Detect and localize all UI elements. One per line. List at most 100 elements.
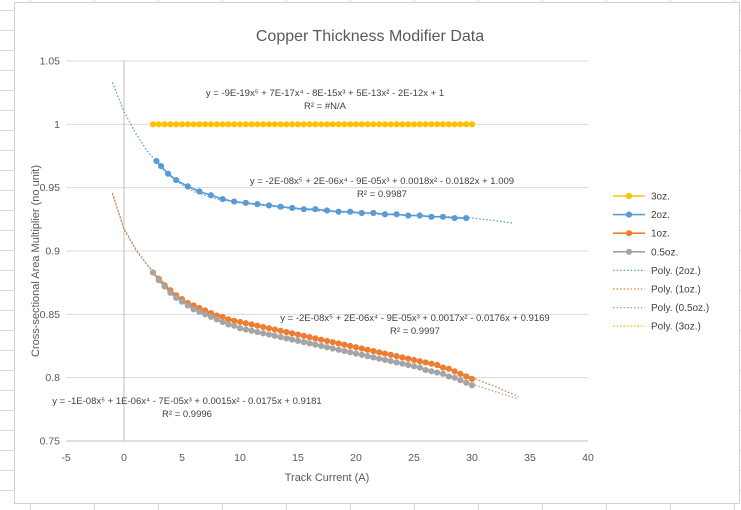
data-point bbox=[323, 121, 331, 128]
data-point bbox=[370, 121, 377, 128]
data-point bbox=[283, 328, 290, 336]
data-point bbox=[335, 208, 342, 215]
axes bbox=[66, 61, 588, 442]
data-point bbox=[347, 342, 354, 350]
data-point bbox=[370, 209, 377, 217]
data-point bbox=[370, 354, 377, 361]
data-point bbox=[184, 121, 191, 128]
data-point bbox=[405, 121, 412, 128]
legend-label: Poly. (3oz.) bbox=[651, 322, 701, 333]
r-squared-label: R² = 0.9997 bbox=[390, 326, 440, 337]
legend-swatch-marker bbox=[625, 211, 633, 218]
data-point bbox=[300, 206, 307, 213]
data-point bbox=[289, 121, 296, 128]
legend-item[interactable]: 0.5oz. bbox=[613, 247, 678, 258]
data-point bbox=[173, 121, 180, 128]
data-point bbox=[207, 192, 215, 199]
data-point bbox=[381, 211, 389, 218]
data-point bbox=[468, 375, 476, 383]
data-point bbox=[463, 379, 470, 386]
data-point bbox=[457, 377, 464, 384]
data-point bbox=[323, 207, 331, 214]
data-point bbox=[306, 334, 313, 341]
data-point bbox=[242, 121, 249, 128]
data-point bbox=[410, 363, 418, 370]
legend-item[interactable]: 1oz. bbox=[613, 229, 670, 240]
data-point bbox=[358, 209, 365, 217]
data-point bbox=[405, 355, 412, 362]
data-point bbox=[358, 345, 365, 352]
data-point bbox=[434, 121, 441, 128]
data-point bbox=[410, 121, 418, 128]
data-point bbox=[184, 302, 191, 309]
y-tick-label: 0.95 bbox=[40, 182, 61, 194]
data-point bbox=[306, 340, 313, 347]
legend-swatch-marker bbox=[625, 192, 633, 200]
data-point bbox=[376, 355, 383, 362]
y-tick-label: 0.9 bbox=[45, 246, 60, 258]
data-point bbox=[387, 358, 394, 365]
data-point bbox=[364, 346, 371, 353]
data-point bbox=[422, 366, 429, 374]
legend-item[interactable]: 3oz. bbox=[613, 192, 670, 203]
data-point bbox=[149, 269, 157, 276]
data-point bbox=[439, 121, 447, 128]
data-point bbox=[422, 121, 429, 128]
y-axis-title: Cross-sectional Area Multiplier (no unit… bbox=[30, 165, 42, 357]
data-point bbox=[381, 350, 389, 357]
data-point bbox=[312, 335, 319, 342]
legend-item[interactable]: Poly. (1oz.) bbox=[613, 285, 701, 296]
data-point bbox=[341, 341, 348, 348]
data-point bbox=[158, 163, 165, 170]
data-point bbox=[381, 356, 389, 364]
chart-svg: Copper Thickness Modifier Data 0.750.80.… bbox=[30, 28, 709, 484]
data-point bbox=[428, 360, 435, 367]
data-point bbox=[178, 298, 186, 305]
legend-item[interactable]: Poly. (0.5oz.) bbox=[613, 303, 709, 314]
data-point bbox=[167, 289, 174, 296]
data-point bbox=[254, 121, 261, 128]
x-tick-label: 25 bbox=[408, 452, 420, 464]
data-point bbox=[219, 121, 226, 128]
data-point bbox=[341, 347, 348, 355]
series-1 bbox=[153, 157, 470, 222]
chart-title: Copper Thickness Modifier Data bbox=[256, 28, 484, 45]
data-point bbox=[236, 318, 244, 326]
data-point bbox=[294, 121, 302, 128]
legend-item[interactable]: 2oz. bbox=[613, 210, 670, 221]
data-point bbox=[329, 339, 336, 346]
data-point bbox=[434, 369, 441, 376]
data-point bbox=[196, 308, 203, 315]
legend-label: Poly. (2oz.) bbox=[651, 266, 701, 277]
chart-area[interactable]: Copper Thickness Modifier Data 0.75 0.8 0.… bbox=[14, 2, 740, 504]
data-point bbox=[445, 373, 452, 380]
data-point bbox=[173, 294, 180, 301]
data-point bbox=[347, 349, 354, 356]
data-point bbox=[381, 121, 389, 128]
data-point bbox=[428, 368, 435, 375]
data-point bbox=[173, 176, 180, 184]
data-point bbox=[306, 121, 313, 128]
data-point bbox=[190, 306, 197, 313]
data-point bbox=[399, 360, 406, 367]
data-point bbox=[283, 335, 290, 342]
data-point bbox=[254, 201, 261, 208]
data-point bbox=[265, 202, 273, 209]
data-point bbox=[260, 330, 267, 337]
data-point bbox=[184, 183, 191, 190]
legend-item[interactable]: Poly. (2oz.) bbox=[613, 266, 701, 277]
data-point bbox=[260, 121, 267, 128]
legend-item[interactable]: Poly. (3oz.) bbox=[613, 322, 701, 333]
data-point bbox=[439, 364, 447, 371]
x-tick-label: 20 bbox=[350, 452, 362, 464]
data-point bbox=[271, 326, 278, 333]
data-point bbox=[323, 344, 331, 351]
data-point bbox=[265, 121, 273, 128]
data-point bbox=[318, 336, 325, 343]
y-tick-label: 1 bbox=[54, 119, 60, 131]
legend[interactable]: 3oz. 2oz. 1oz. 0.5oz. Poly. (2oz.) Poly. (1oz… bbox=[613, 192, 709, 333]
data-point bbox=[468, 382, 476, 389]
data-point bbox=[271, 121, 278, 128]
x-tick-label: 30 bbox=[466, 452, 478, 464]
x-tick-label: 10 bbox=[234, 452, 246, 464]
